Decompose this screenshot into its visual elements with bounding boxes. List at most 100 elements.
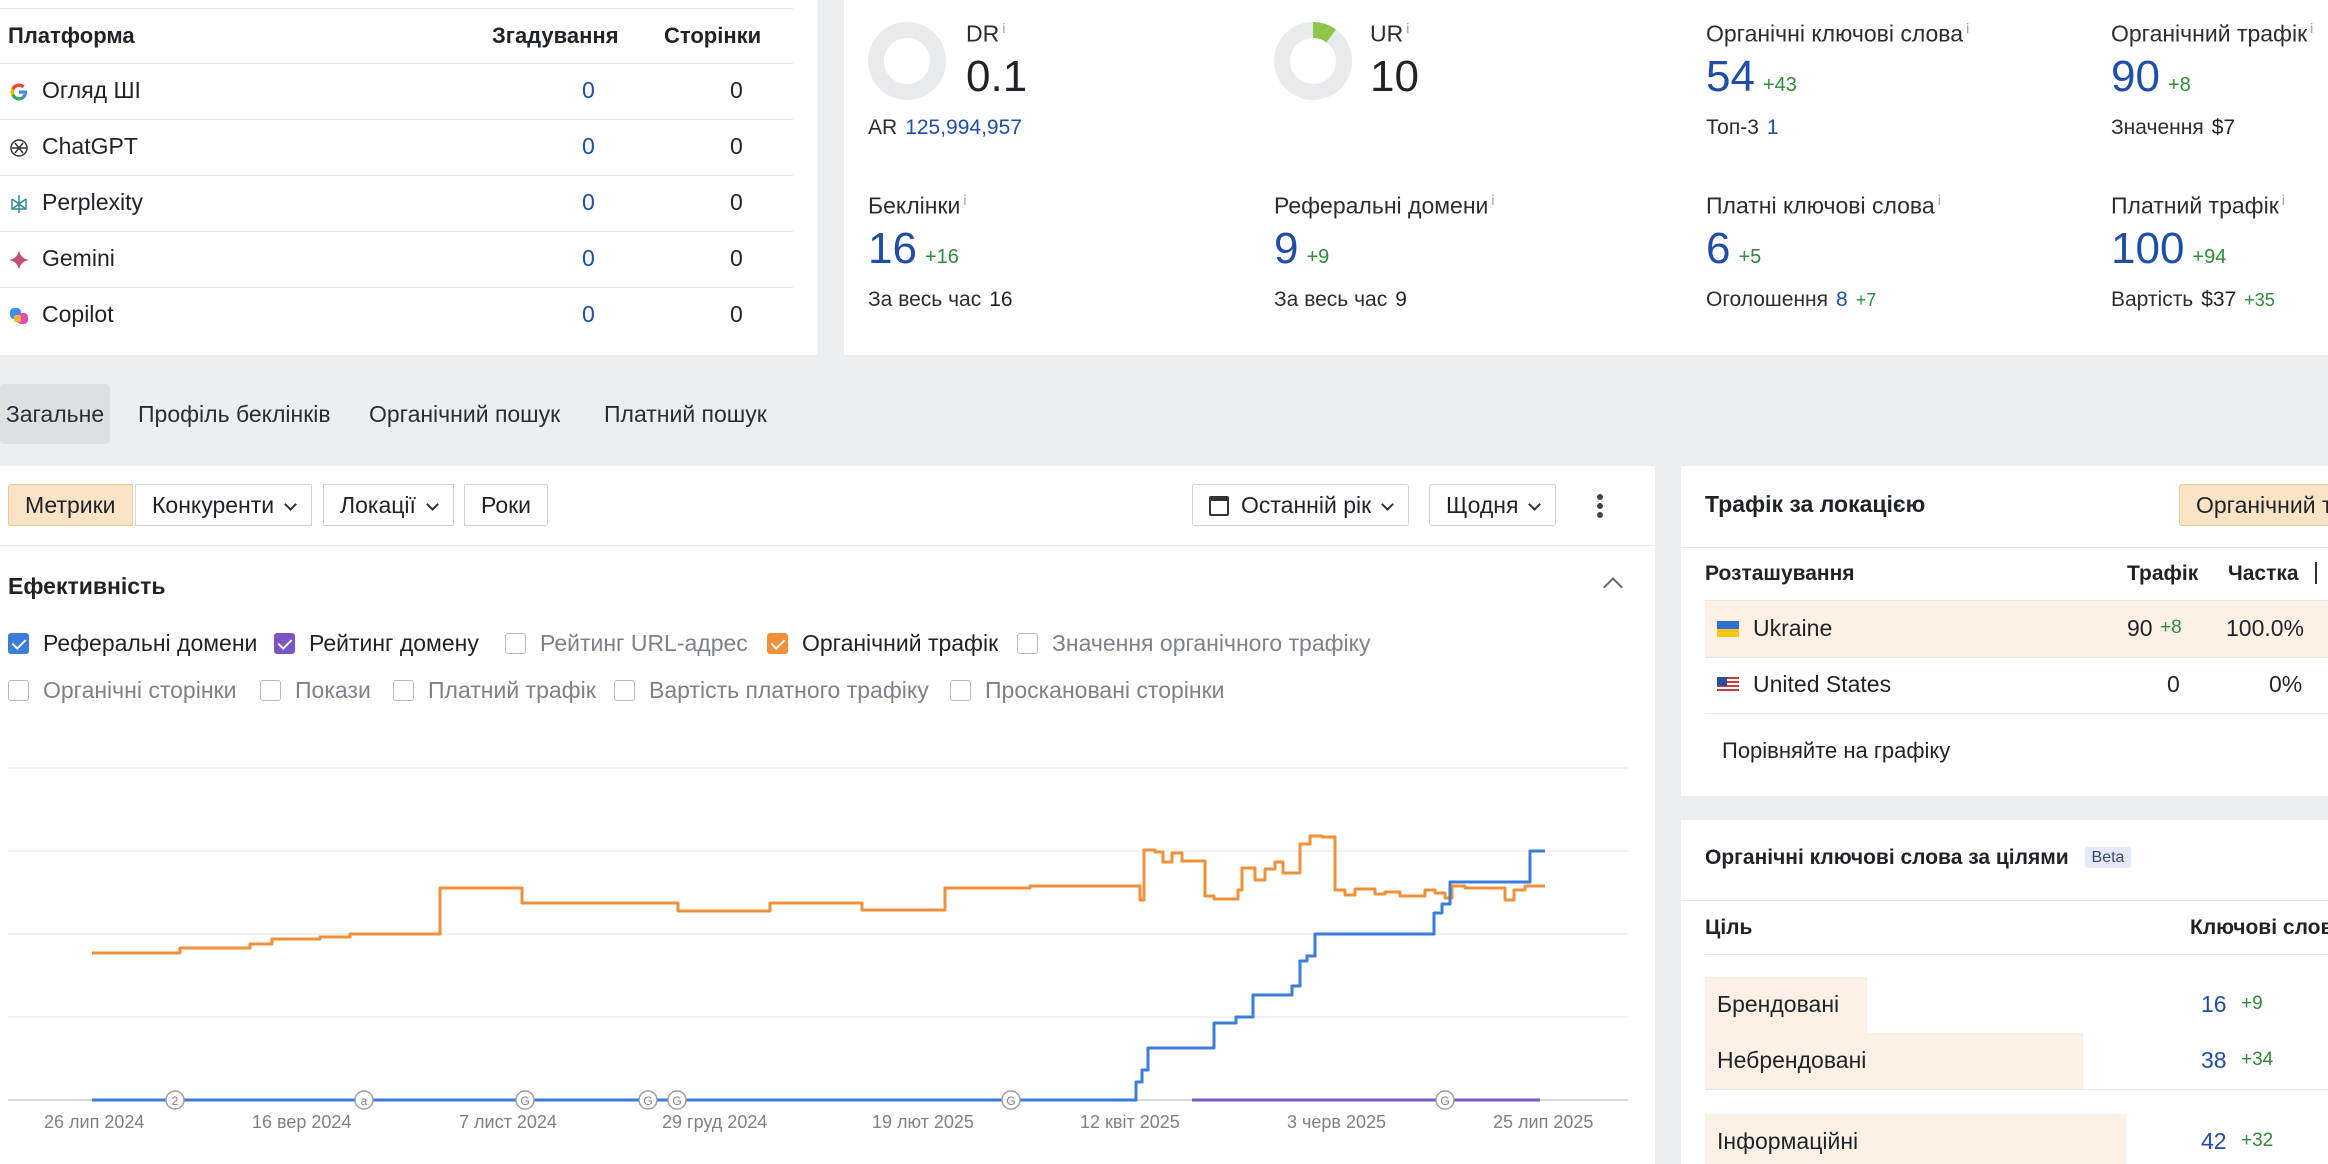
ai-platforms-card: Платформа Згадування Сторінки Огляд ШІ 0… xyxy=(0,0,818,355)
intent-value[interactable]: 16 xyxy=(2201,991,2227,1017)
metric-checkbox[interactable]: Рейтинг домену xyxy=(274,630,479,657)
tab-organic-search[interactable]: Органічний пошук xyxy=(369,401,561,427)
ref-domains-value-row: 9 +9 xyxy=(1274,224,1329,274)
tab-general[interactable]: Загальне xyxy=(0,384,110,444)
platform-header: Платформа xyxy=(8,23,135,48)
platform-name: Огляд ШІ xyxy=(42,77,141,103)
top3-row: Топ-3 1 xyxy=(1706,116,1779,139)
checkbox-checked-icon[interactable] xyxy=(767,633,788,654)
pages-header[interactable]: Сторінки xyxy=(664,23,762,48)
checkbox-unchecked-icon[interactable] xyxy=(393,680,414,701)
checkbox-unchecked-icon[interactable] xyxy=(614,680,635,701)
paid-keywords-label[interactable]: Платні ключові слова i xyxy=(1706,192,1941,219)
checkbox-unchecked-icon[interactable] xyxy=(505,633,526,654)
intent-row[interactable]: Небрендовані 38 +34 xyxy=(1705,1033,2328,1089)
metric-checkbox[interactable]: Реферальні домени xyxy=(8,630,257,657)
ar-value[interactable]: 125,994,957 xyxy=(905,116,1022,139)
chevron-down-icon xyxy=(426,498,439,511)
organic-traffic-label[interactable]: Органічний трафік i xyxy=(2111,20,2314,47)
metrics-button[interactable]: Метрики xyxy=(8,484,133,526)
pages-value: 0 xyxy=(730,301,743,327)
chart-annotation-marker: G xyxy=(1001,1090,1021,1110)
traffic-header[interactable]: Трафік xyxy=(2127,562,2199,585)
dr-value: 0.1 xyxy=(966,52,1028,101)
backlinks-label[interactable]: Беклінки i xyxy=(868,192,967,219)
mentions-value[interactable]: 0 xyxy=(582,77,595,103)
intent-bar xyxy=(1705,1114,2126,1164)
more-options-icon[interactable] xyxy=(1590,491,1610,521)
metric-checkbox[interactable]: Рейтинг URL-адрес xyxy=(505,630,748,657)
tab-paid-search[interactable]: Платний пошук xyxy=(604,401,767,427)
metric-checkbox[interactable]: Вартість платного трафіку xyxy=(614,677,929,704)
x-axis-tick-label: 19 лют 2025 xyxy=(872,1112,974,1132)
dr-label[interactable]: DR i xyxy=(966,20,1006,47)
metric-checkbox[interactable]: Покази xyxy=(260,677,371,704)
metric-checkbox[interactable]: Органічні сторінки xyxy=(8,677,236,704)
intent-label: Брендовані xyxy=(1717,991,1840,1017)
organic-traffic-value[interactable]: 90 xyxy=(2111,52,2160,101)
intent-delta: +9 xyxy=(2241,993,2263,1014)
paid-traffic-delta: +94 xyxy=(2192,246,2227,268)
period-dropdown[interactable]: Останній рік xyxy=(1192,484,1410,526)
checkbox-unchecked-icon[interactable] xyxy=(260,680,281,701)
ur-label[interactable]: UR i xyxy=(1370,20,1410,47)
ref-domains-label[interactable]: Реферальні домени i xyxy=(1274,192,1495,219)
metric-checkbox[interactable]: Органічний трафік xyxy=(767,630,998,657)
intent-row[interactable]: Інформаційні 42 +32 xyxy=(1705,1114,2328,1164)
perplexity-icon xyxy=(8,193,30,215)
locations-dropdown[interactable]: Локації xyxy=(323,484,454,526)
mentions-header[interactable]: Згадування xyxy=(492,23,619,48)
chevron-down-icon xyxy=(284,498,297,511)
location-row-united-states[interactable]: United States 0 0% xyxy=(1705,657,2328,713)
organic-keywords-value[interactable]: 54 xyxy=(1706,52,1755,101)
intent-value[interactable]: 42 xyxy=(2201,1128,2227,1154)
years-button[interactable]: Роки xyxy=(464,484,549,526)
backlinks-value[interactable]: 16 xyxy=(868,224,917,273)
ur-donut xyxy=(1274,22,1352,100)
checkbox-unchecked-icon[interactable] xyxy=(8,680,29,701)
metric-checkbox[interactable]: Значення органічного трафіку xyxy=(1017,630,1371,657)
organic-keywords-label[interactable]: Органічні ключові слова i xyxy=(1706,20,1970,47)
paid-traffic-value[interactable]: 100 xyxy=(2111,224,2185,273)
keywords-header[interactable]: Ключові слов xyxy=(2190,916,2328,939)
pages-value: 0 xyxy=(730,133,743,159)
mentions-value[interactable]: 0 xyxy=(582,245,595,271)
competitors-dropdown[interactable]: Конкуренти xyxy=(135,484,313,526)
checkbox-unchecked-icon[interactable] xyxy=(1017,633,1038,654)
x-axis-tick-label: 29 груд 2024 xyxy=(662,1112,768,1132)
platform-row-copilot: Copilot 0 0 xyxy=(0,287,793,343)
ads-value[interactable]: 8 xyxy=(1836,288,1848,311)
intent-value[interactable]: 38 xyxy=(2201,1047,2227,1073)
metric-checkbox[interactable]: Платний трафік xyxy=(393,677,596,704)
intent-title: Органічні ключові слова за цілями Beta xyxy=(1705,846,2132,870)
share-header[interactable]: Частка xyxy=(2228,562,2299,585)
paid-keywords-value[interactable]: 6 xyxy=(1706,224,1731,273)
performance-chart[interactable]: 2 a G G G G G xyxy=(0,740,1640,1110)
paid-traffic-label[interactable]: Платний трафік i xyxy=(2111,192,2285,219)
checkbox-unchecked-icon[interactable] xyxy=(950,680,971,701)
compare-on-chart-link[interactable]: Порівняйте на графіку xyxy=(1722,738,1951,763)
backlinks-delta: +16 xyxy=(924,246,959,268)
dr-donut xyxy=(868,22,946,100)
mentions-value[interactable]: 0 xyxy=(582,189,595,215)
checkbox-checked-icon[interactable] xyxy=(274,633,295,654)
ref-domains-value[interactable]: 9 xyxy=(1274,224,1299,273)
metric-checkbox[interactable]: Проскановані сторінки xyxy=(950,677,1225,704)
svg-text:G: G xyxy=(672,1094,681,1108)
intent-delta: +34 xyxy=(2241,1049,2274,1070)
granularity-dropdown[interactable]: Щодня xyxy=(1429,484,1557,526)
intent-row[interactable]: Брендовані 16 +9 xyxy=(1705,977,2328,1033)
checkbox-label: Органічні сторінки xyxy=(43,677,237,703)
copilot-icon xyxy=(8,305,30,327)
paid-traffic-value-row: 100 +94 xyxy=(2111,224,2226,274)
checkbox-checked-icon[interactable] xyxy=(8,633,29,654)
top3-value[interactable]: 1 xyxy=(1766,116,1779,139)
svg-text:2: 2 xyxy=(172,1094,179,1108)
mentions-value[interactable]: 0 xyxy=(582,301,595,327)
organic-traffic-toggle[interactable]: Органічний т xyxy=(2179,484,2328,526)
mentions-value[interactable]: 0 xyxy=(582,133,595,159)
tab-backlink-profile[interactable]: Профіль беклінків xyxy=(138,401,331,427)
location-row-ukraine[interactable]: Ukraine 90 +8 100.0% xyxy=(1705,601,2328,657)
keywords-by-intent-card: Органічні ключові слова за цілями Beta Ц… xyxy=(1681,820,2328,1164)
checkbox-label: Покази xyxy=(295,677,371,703)
